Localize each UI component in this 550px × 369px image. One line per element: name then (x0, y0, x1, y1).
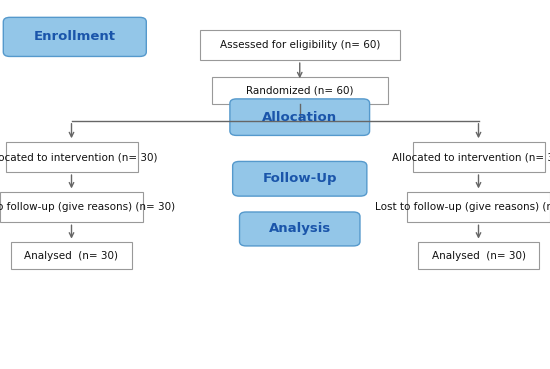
Text: Lost to follow-up (give reasons) (n= 30): Lost to follow-up (give reasons) (n= 30) (0, 202, 175, 212)
FancyBboxPatch shape (0, 192, 143, 223)
Text: Analysis: Analysis (268, 223, 331, 235)
Text: Lost to follow-up (give reasons) (n= 30): Lost to follow-up (give reasons) (n= 30) (375, 202, 550, 212)
Text: Allocated to intervention (n= 30): Allocated to intervention (n= 30) (392, 152, 550, 162)
FancyBboxPatch shape (233, 162, 367, 196)
FancyBboxPatch shape (412, 142, 544, 172)
FancyBboxPatch shape (11, 242, 132, 269)
FancyBboxPatch shape (230, 99, 370, 135)
Text: Follow-Up: Follow-Up (262, 172, 337, 185)
FancyBboxPatch shape (3, 17, 146, 56)
Text: Enrollment: Enrollment (34, 30, 116, 44)
Text: Allocated to intervention (n= 30): Allocated to intervention (n= 30) (0, 152, 158, 162)
Text: Analysed  (n= 30): Analysed (n= 30) (432, 251, 525, 261)
Text: Randomized (n= 60): Randomized (n= 60) (246, 85, 354, 96)
FancyBboxPatch shape (200, 30, 400, 60)
FancyBboxPatch shape (240, 212, 360, 246)
Text: Allocation: Allocation (262, 111, 337, 124)
FancyBboxPatch shape (6, 142, 138, 172)
FancyBboxPatch shape (212, 77, 388, 104)
Text: Assessed for eligibility (n= 60): Assessed for eligibility (n= 60) (219, 40, 380, 50)
FancyBboxPatch shape (407, 192, 550, 223)
FancyBboxPatch shape (418, 242, 539, 269)
Text: Analysed  (n= 30): Analysed (n= 30) (25, 251, 118, 261)
